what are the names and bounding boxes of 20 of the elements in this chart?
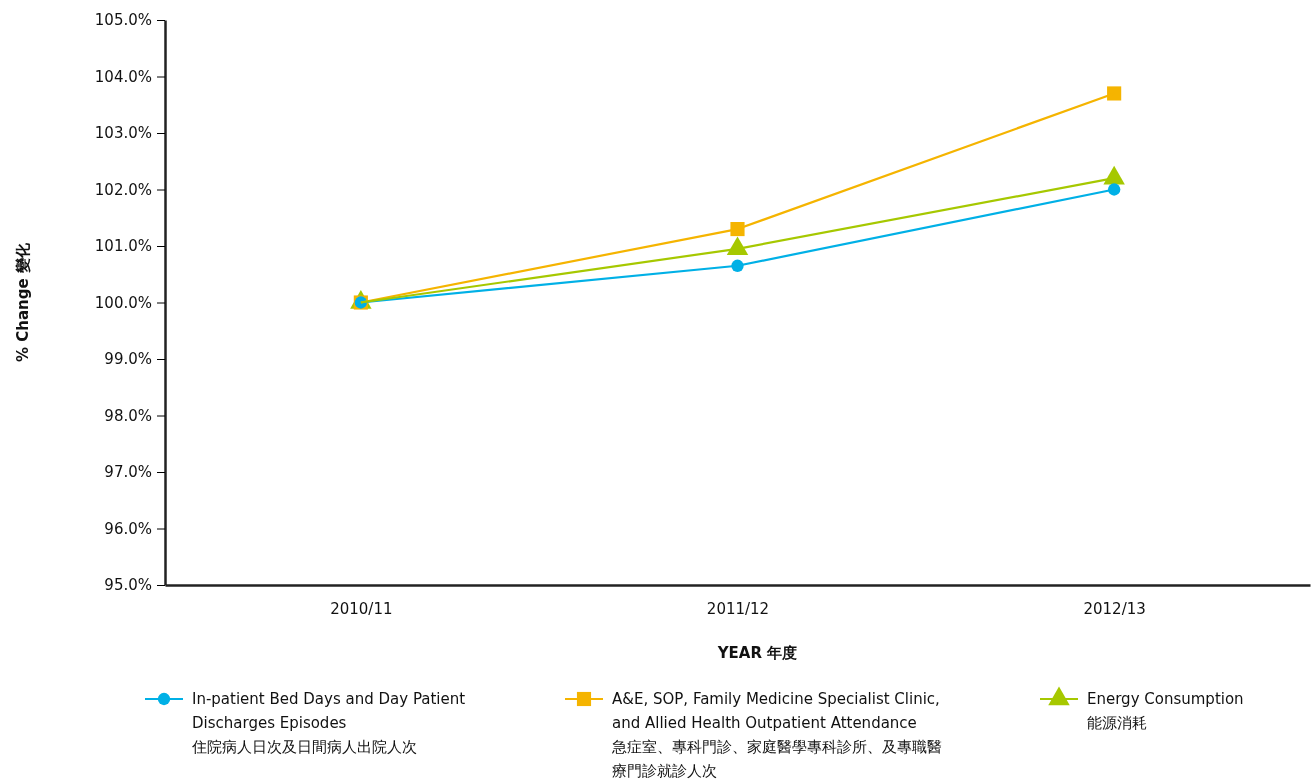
y-tick-label: 97.0% [104, 463, 152, 482]
point [1107, 86, 1122, 101]
y-axis-title: % Change 變化 [14, 242, 32, 362]
y-tick-label: 98.0% [104, 406, 152, 425]
legend-label: In-patient Bed Days and Day Patient Discharges Episodes 住院病人日次及日間病人出院人次 [191, 690, 466, 756]
y-tick-label: 103.0% [94, 124, 152, 143]
legend-label: A&E, SOP, Family Medicine Specialist Clinic, and Allied Health Outpatient Attendance 急症室、專科門診、家庭醫學專科診所、及專職醫療門診就診人次 [611, 690, 942, 780]
y-tick-label: 105.0% [94, 11, 152, 30]
y-tick-label: 100.0% [94, 293, 152, 312]
x-tick-label: 2012/13 [1083, 599, 1146, 618]
y-tick-label: 99.0% [104, 350, 152, 369]
legend-label: Energy Consumption 能源消耗 [1087, 690, 1244, 732]
x-tick-label: 2010/11 [330, 599, 393, 618]
y-tick-label: 104.0% [94, 67, 152, 86]
x-axis-title: YEAR 年度 [716, 644, 798, 662]
y-tick-label: 96.0% [104, 519, 152, 538]
x-tick-label: 2011/12 [706, 599, 770, 618]
y-tick-label: 101.0% [94, 237, 152, 256]
y-tick-label: 102.0% [94, 180, 152, 199]
y-tick-label: 95.0% [104, 576, 152, 595]
